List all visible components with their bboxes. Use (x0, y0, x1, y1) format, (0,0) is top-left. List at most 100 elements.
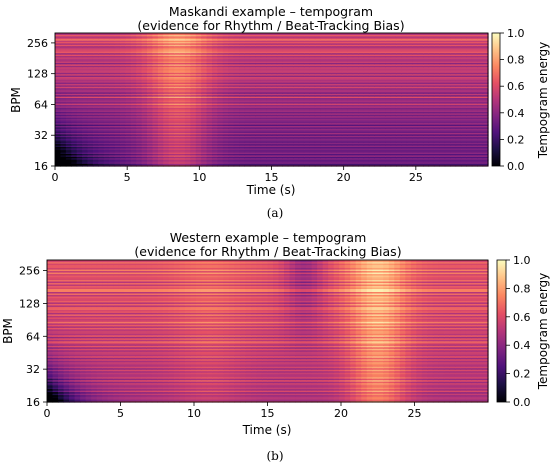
heatmap-cell (471, 110, 478, 112)
heatmap-cell (309, 145, 316, 147)
heatmap-cell (331, 150, 338, 153)
heatmap-cell (314, 143, 321, 146)
heatmap-cell (65, 142, 72, 145)
heatmap-cell (379, 112, 386, 115)
heatmap-cell (303, 154, 310, 157)
heatmap-cell (71, 131, 78, 133)
heatmap-cell (55, 133, 62, 136)
heatmap-cell (439, 119, 446, 122)
heatmap-cell (103, 107, 110, 110)
heatmap-cell (368, 107, 375, 110)
heatmap-cell (287, 157, 294, 160)
heatmap-cell (65, 150, 72, 153)
heatmap-cell (395, 138, 402, 140)
heatmap-cell (341, 149, 348, 152)
heatmap-cell (201, 132, 208, 135)
heatmap-cell (287, 118, 294, 121)
heatmap-cell (157, 105, 164, 108)
heatmap-cell (87, 143, 94, 146)
heatmap-cell (466, 160, 473, 163)
heatmap-cell (98, 163, 105, 166)
heatmap-cell (347, 111, 354, 114)
heatmap-cell (206, 107, 213, 110)
heatmap-cell (477, 156, 484, 159)
heatmap-cell (217, 108, 224, 111)
heatmap-cell (271, 131, 278, 133)
heatmap-cell (433, 112, 440, 115)
heatmap-cell (466, 122, 473, 125)
heatmap-cell (233, 132, 240, 135)
heatmap-cell (228, 110, 235, 112)
heatmap-cell (184, 150, 191, 153)
heatmap-cell (303, 159, 310, 161)
heatmap-cell (428, 159, 435, 161)
heatmap-cell (390, 150, 397, 153)
heatmap-cell (255, 132, 262, 135)
heatmap-cell (282, 117, 289, 119)
heatmap-cell (363, 108, 370, 111)
heatmap-cell (157, 139, 164, 142)
heatmap-cell (76, 117, 83, 119)
heatmap-cell (303, 139, 310, 142)
heatmap-cell (157, 121, 164, 124)
heatmap-cell (450, 107, 457, 110)
heatmap-cell (352, 143, 359, 146)
heatmap-cell (163, 126, 170, 129)
heatmap-cell (217, 163, 224, 166)
heatmap-cell (163, 118, 170, 121)
heatmap-cell (320, 126, 327, 129)
heatmap-cell (482, 119, 489, 122)
heatmap-cell (347, 115, 354, 118)
heatmap-cell (184, 132, 191, 135)
heatmap-cell (460, 135, 467, 138)
heatmap-cell (401, 160, 408, 163)
heatmap-cell (412, 154, 419, 157)
heatmap-cell (163, 146, 170, 149)
heatmap-cell (190, 136, 197, 139)
heatmap-cell (55, 135, 62, 138)
heatmap-cell (201, 139, 208, 142)
heatmap-cell (82, 159, 89, 161)
heatmap-cell (60, 146, 67, 149)
heatmap-cell (287, 108, 294, 111)
heatmap-cell (282, 126, 289, 129)
heatmap-cell (439, 131, 446, 133)
heatmap-cell (309, 161, 316, 164)
heatmap-cell (363, 118, 370, 121)
heatmap-cell (233, 143, 240, 146)
heatmap-cell (114, 150, 121, 153)
heatmap-cell (163, 121, 170, 124)
heatmap-cell (174, 136, 181, 139)
heatmap-cell (103, 152, 110, 154)
heatmap-cell (266, 142, 273, 145)
heatmap-cell (65, 112, 72, 115)
heatmap-cell (471, 112, 478, 115)
heatmap-cell (460, 139, 467, 142)
heatmap-cell (293, 138, 300, 140)
heatmap-cell (141, 150, 148, 153)
heatmap-cell (325, 111, 332, 114)
heatmap-cell (179, 105, 186, 108)
heatmap-cell (450, 153, 457, 156)
heatmap-cell (471, 159, 478, 161)
heatmap-cell (260, 149, 267, 152)
heatmap-cell (303, 122, 310, 125)
heatmap-cell (293, 128, 300, 131)
heatmap-cell (157, 128, 164, 131)
heatmap-cell (417, 140, 424, 143)
heatmap-cell (141, 105, 148, 108)
heatmap-cell (201, 118, 208, 121)
heatmap-cell (233, 152, 240, 154)
heatmap-cell (379, 119, 386, 122)
heatmap-cell (423, 136, 430, 139)
heatmap-cell (76, 131, 83, 133)
heatmap-cell (412, 163, 419, 166)
heatmap-cell (174, 117, 181, 119)
heatmap-cell (352, 145, 359, 147)
heatmap-cell (60, 154, 67, 157)
heatmap-cell (379, 159, 386, 161)
heatmap-cell (147, 131, 154, 133)
heatmap-cell (271, 152, 278, 154)
heatmap-cell (417, 161, 424, 164)
heatmap-cell (444, 119, 451, 122)
